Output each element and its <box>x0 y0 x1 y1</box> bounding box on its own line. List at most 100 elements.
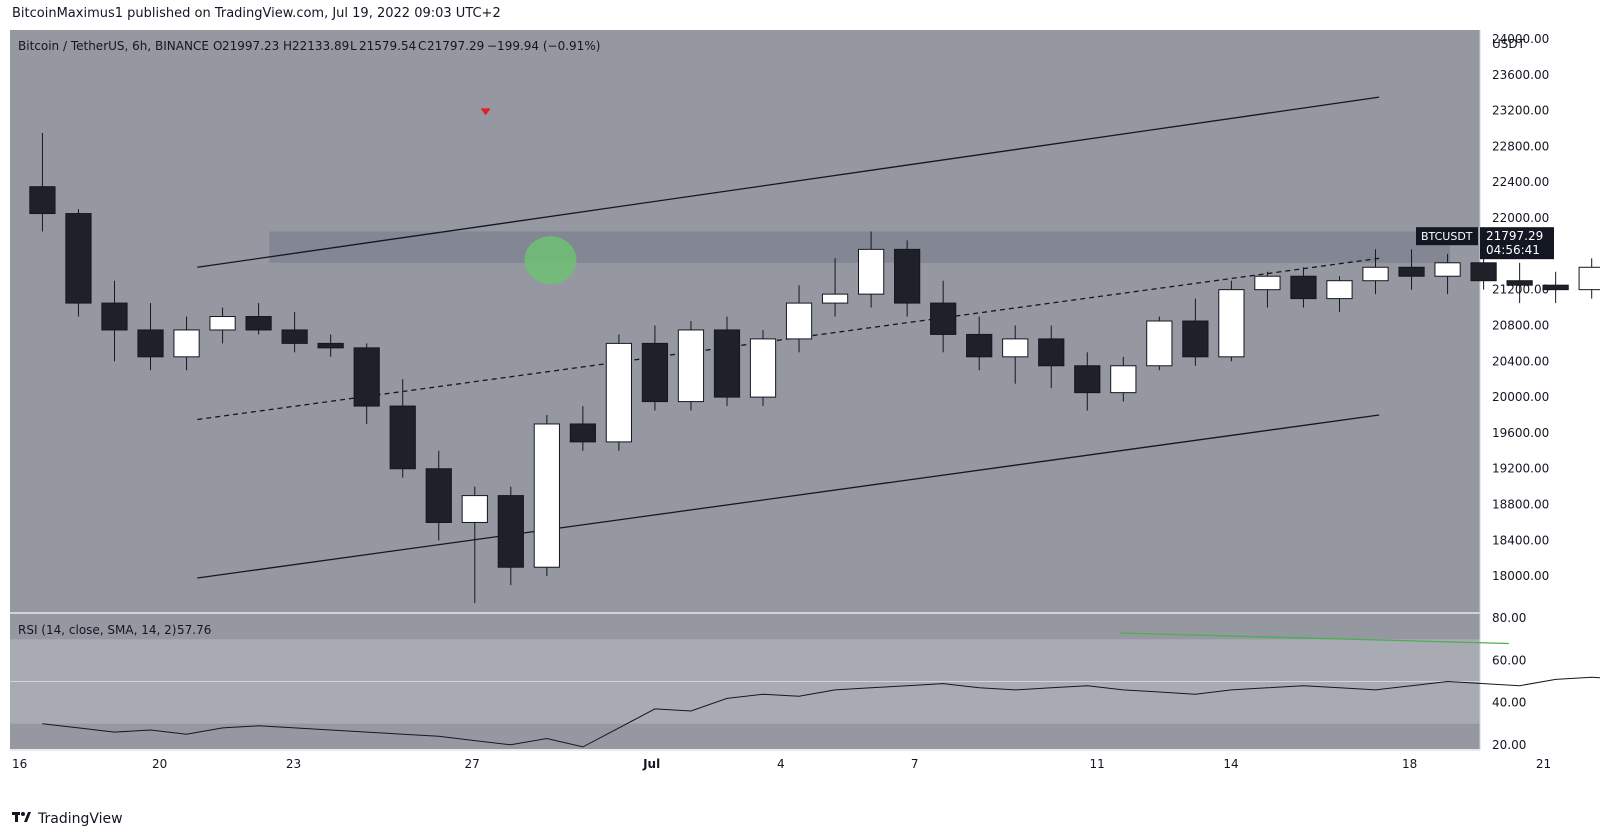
candle-bear <box>713 329 741 398</box>
candle-bear <box>137 329 164 358</box>
time-tick-label: 14 <box>1223 757 1238 771</box>
candle-bear <box>245 316 272 331</box>
candle-bear <box>317 342 344 349</box>
candle-bull <box>173 329 200 358</box>
legend-ohlc: O 21997.23 H 22133.89 L 21579.54 C 21797… <box>213 39 600 53</box>
legend-high-value: 22133.89 <box>292 39 349 53</box>
time-tick-label: 18 <box>1402 757 1417 771</box>
candle-bull <box>677 329 705 403</box>
candle-bear <box>1470 262 1497 282</box>
candle-bear <box>966 333 993 358</box>
candle-bear <box>930 302 957 335</box>
time-tick-label: 21 <box>1536 757 1551 771</box>
price-tag <box>1480 227 1554 260</box>
candle-bull <box>461 495 488 523</box>
symbol-tag-text: BTCUSDT <box>1421 230 1473 243</box>
candle-bull <box>1434 262 1461 277</box>
legend-symbol: Bitcoin / TetherUS, 6h, BINANCE <box>18 39 209 53</box>
price-tick-label: 20400.00 <box>1492 354 1549 368</box>
candle-bull <box>821 293 849 304</box>
candle-bear <box>641 342 669 403</box>
rsi-layer <box>10 632 1604 748</box>
candle-bull <box>1146 320 1173 367</box>
time-tick-label: 20 <box>152 757 167 771</box>
legend-low-label: L <box>350 39 357 53</box>
price-tick-label: 24000.00 <box>1492 32 1549 46</box>
logo-bar-stem <box>15 812 18 822</box>
price-tick-label: 18000.00 <box>1492 569 1549 583</box>
candle-bull <box>1110 365 1137 394</box>
footer-brand-text: TradingView <box>38 811 123 827</box>
rsi-label: RSI (14, close, SMA, 14, 2) <box>18 623 176 637</box>
tradingview-logo-icon <box>12 810 32 828</box>
candle-bull <box>1002 338 1029 358</box>
candle-bull <box>1218 289 1245 358</box>
price-tick-label: 18800.00 <box>1492 498 1549 512</box>
channel-lower-line <box>197 414 1380 579</box>
candle-bear <box>1182 320 1209 358</box>
candle-bear <box>65 213 92 304</box>
candle-bear <box>281 329 308 344</box>
candles-layer <box>29 132 1604 604</box>
price-axis-bg[interactable] <box>1480 30 1600 770</box>
rsi-tick-label: 60.00 <box>1492 653 1526 667</box>
time-tick-label: 16 <box>12 757 27 771</box>
price-axis-ticks: 24000.00 23600.00 23200.00 22800.00 22400.00… <box>1492 32 1549 583</box>
footer-branding[interactable]: TradingView <box>12 810 123 828</box>
legend-close-value: 21797.29 <box>427 39 484 53</box>
candle-bear <box>569 423 596 443</box>
candle-bull <box>533 423 560 568</box>
candle-bull <box>605 342 633 443</box>
price-tick-label: 22800.00 <box>1492 139 1549 153</box>
legend-high-label: H <box>283 39 292 53</box>
price-tick-label: 22400.00 <box>1492 175 1549 189</box>
rsi-tick-label: 40.00 <box>1492 696 1526 710</box>
candle-bear <box>353 347 380 407</box>
rsi-axis-ticks: 80.00 60.00 40.00 20.00 <box>1492 611 1526 752</box>
price-tick-label: 20000.00 <box>1492 390 1549 404</box>
candle-bear <box>29 186 56 215</box>
candle-bear <box>1074 365 1101 394</box>
candle-bull <box>749 338 777 398</box>
price-tick-label: 22000.00 <box>1492 211 1549 225</box>
candle-bear <box>389 405 416 470</box>
candle-bear <box>1506 280 1533 286</box>
time-tick-label: Jul <box>642 757 660 771</box>
rsi-tick-label: 80.00 <box>1492 611 1526 625</box>
currency-label: USDT <box>1492 37 1526 51</box>
candle-bull <box>1326 280 1353 300</box>
candle-bear <box>1398 266 1425 277</box>
time-tick-label: 7 <box>911 757 919 771</box>
rsi-line <box>42 676 1604 748</box>
price-chart[interactable]: 24000.00 23600.00 23200.00 22800.00 22400.00… <box>10 30 1604 800</box>
symbol-tag <box>1416 227 1478 246</box>
tradingview-logo-svg <box>12 812 31 822</box>
candle-bear <box>1542 284 1569 291</box>
time-axis-labels: 16202327Jul471114182125 <box>12 757 1551 771</box>
last-price-value: 21797.29 <box>1486 229 1543 243</box>
time-tick-label: 23 <box>286 757 301 771</box>
rsi-value: 57.76 <box>177 623 211 637</box>
price-tick-label: 23600.00 <box>1492 68 1549 82</box>
price-tick-label: 18400.00 <box>1492 533 1549 547</box>
candle-bear <box>425 468 452 523</box>
top-marker-icon <box>480 108 491 116</box>
candle-bear <box>497 495 524 568</box>
legend-open-value: 21997.23 <box>222 39 279 53</box>
rsi-divergence-line <box>1119 632 1509 645</box>
annotations-layer <box>480 108 577 285</box>
price-tick-label: 23200.00 <box>1492 104 1549 118</box>
chart-container[interactable]: 24000.00 23600.00 23200.00 22800.00 22400.00… <box>10 30 1604 800</box>
candle-bear <box>894 248 921 304</box>
publish-header: BitcoinMaximus1 published on TradingView… <box>12 6 501 21</box>
price-tick-label: 19200.00 <box>1492 462 1549 476</box>
candle-bear <box>1038 338 1065 367</box>
time-axis-bg[interactable] <box>10 750 1600 780</box>
legend-low-value: 21579.54 <box>359 39 416 53</box>
candle-bull <box>1362 266 1389 282</box>
candle-bull <box>857 248 885 295</box>
candle-bull <box>1254 275 1281 291</box>
legend-change: −199.94 (−0.91%) <box>487 39 600 53</box>
last-price-tag[interactable]: BTCUSDT 21797.29 04:56:41 <box>1416 227 1554 260</box>
legend-close-label: C <box>418 39 426 53</box>
